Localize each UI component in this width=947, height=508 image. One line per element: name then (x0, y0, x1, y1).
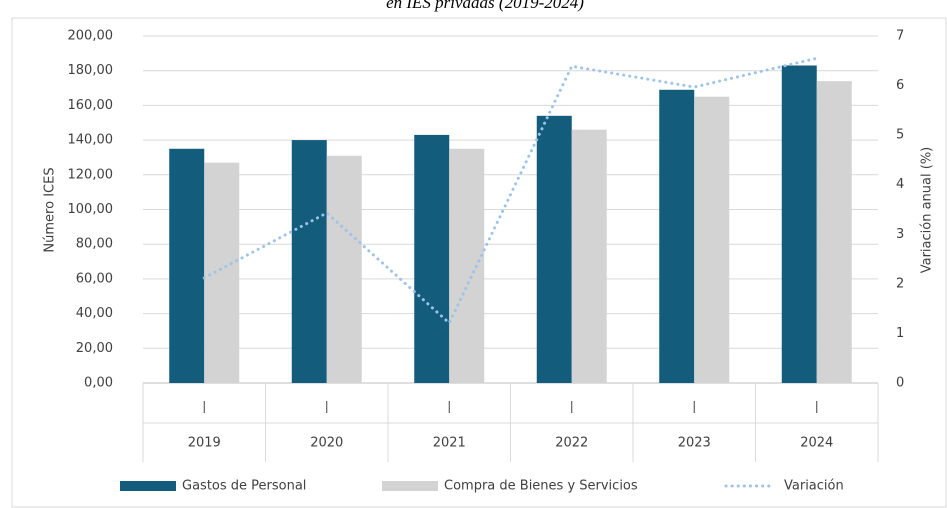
bar (536, 115, 572, 383)
legend-swatch (382, 481, 438, 491)
y-tick-label: 180,00 (68, 63, 114, 78)
bar (204, 162, 240, 383)
x-tick-label: 2024 (800, 436, 833, 451)
bar (414, 134, 450, 383)
y-tick-label: 160,00 (68, 98, 114, 113)
bar (816, 81, 852, 384)
y-tick-label: 0,00 (84, 376, 113, 391)
legend-label: Gastos de Personal (182, 479, 306, 494)
chart-title: en IES privadas (2019-2024) (386, 0, 584, 12)
y2-tick-label: 4 (896, 177, 904, 192)
legend-swatch (120, 481, 176, 491)
y2-tick-label: 6 (896, 78, 904, 93)
y2-tick-label: 5 (896, 128, 904, 143)
legend-label: Variación (784, 479, 844, 494)
y-tick-label: 140,00 (68, 133, 114, 148)
y2-tick-label: 3 (896, 227, 904, 242)
x-tick-label: 2019 (188, 436, 221, 451)
legend-label: Compra de Bienes y Servicios (444, 479, 638, 494)
bar (169, 148, 205, 383)
x-tick-label: 2023 (678, 436, 711, 451)
y-tick-label: 120,00 (68, 167, 114, 182)
y-tick-label: 80,00 (76, 237, 113, 252)
bar (571, 129, 607, 383)
bar (694, 96, 730, 383)
y-tick-label: 200,00 (68, 29, 114, 44)
y2-tick-label: 7 (896, 29, 904, 44)
bar (781, 65, 817, 384)
x-tick-label: 2021 (433, 436, 466, 451)
bar (326, 155, 362, 383)
y-tick-label: 40,00 (76, 306, 113, 321)
y2-tick-label: 2 (896, 276, 904, 291)
bar (659, 89, 695, 383)
line (202, 56, 819, 326)
y-tick-label: 100,00 (68, 202, 114, 217)
x-tick-label: 2022 (555, 436, 588, 451)
chart-border (11, 17, 947, 508)
y2-tick-label: 1 (896, 326, 904, 341)
y-tick-label: 60,00 (76, 271, 113, 286)
y-tick-label: 20,00 (76, 341, 113, 356)
y-axis-label: Número ICES (43, 167, 58, 252)
x-tick-label: 2020 (310, 436, 343, 451)
y2-axis-label: Variación anual (%) (920, 147, 935, 274)
bar (291, 140, 327, 383)
bar (449, 148, 485, 383)
y2-tick-label: 0 (896, 376, 904, 391)
